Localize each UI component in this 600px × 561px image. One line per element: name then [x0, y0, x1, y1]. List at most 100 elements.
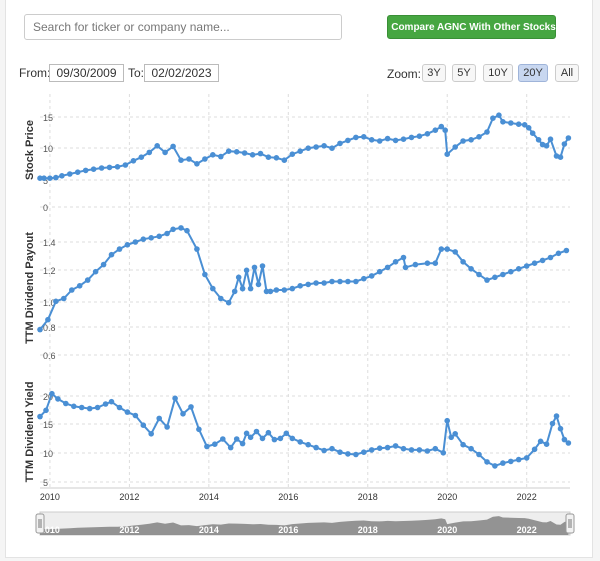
x-tick-label: 2020: [437, 492, 457, 502]
zoom-3y-button[interactable]: 3Y: [422, 64, 446, 82]
data-point: [281, 287, 288, 293]
data-point: [313, 280, 319, 286]
data-point: [537, 438, 544, 445]
data-point: [432, 445, 439, 452]
data-point: [508, 458, 514, 465]
data-point: [225, 148, 232, 154]
data-point: [523, 455, 530, 461]
navigator-left-handle[interactable]: [35, 513, 45, 534]
data-point: [37, 413, 43, 420]
data-point: [392, 137, 399, 144]
data-point: [561, 141, 568, 147]
data-point: [476, 271, 482, 278]
data-point: [82, 167, 89, 174]
data-point: [496, 112, 502, 118]
data-point: [408, 447, 415, 453]
data-point: [460, 138, 466, 144]
data-point: [500, 460, 506, 466]
data-point: [561, 436, 568, 443]
data-point: [47, 175, 53, 181]
data-point: [265, 429, 272, 436]
y-axis-label: Stock Price: [24, 120, 36, 180]
data-point: [243, 430, 250, 437]
to-date-input[interactable]: [144, 64, 219, 82]
data-point: [468, 266, 474, 272]
data-point: [184, 227, 190, 234]
data-point: [100, 261, 107, 268]
data-point: [114, 164, 121, 170]
data-point: [305, 281, 312, 288]
data-point: [444, 246, 451, 252]
data-point: [108, 251, 115, 258]
zoom-all-button[interactable]: All: [555, 64, 579, 82]
y-tick-label: 10: [43, 449, 53, 459]
data-point: [162, 149, 168, 156]
data-point: [84, 277, 91, 283]
data-point: [263, 288, 270, 295]
data-point: [521, 122, 528, 128]
navigator-right-handle[interactable]: [565, 513, 575, 534]
data-point: [515, 121, 522, 127]
data-point: [255, 281, 262, 288]
navigator-label: 2020: [437, 525, 457, 535]
navigator-label: 2016: [278, 525, 298, 535]
data-point: [257, 150, 264, 157]
data-point: [337, 140, 343, 147]
data-point: [220, 436, 226, 442]
data-point: [376, 268, 383, 275]
data-point: [188, 404, 194, 410]
y-axis-label: TTM Dividend Payout: [24, 232, 36, 344]
zoom-10y-button[interactable]: 10Y: [483, 64, 513, 82]
data-point: [460, 259, 466, 265]
data-point: [500, 119, 506, 125]
zoom-5y-button[interactable]: 5Y: [452, 64, 476, 82]
data-point: [555, 250, 562, 257]
zoom-20y-button[interactable]: 20Y: [518, 64, 548, 82]
data-point: [361, 449, 367, 456]
search-input[interactable]: [24, 14, 342, 40]
data-point: [106, 164, 113, 171]
x-tick-label: 2018: [358, 492, 378, 502]
data-point: [476, 451, 482, 458]
data-point: [337, 278, 343, 285]
data-point: [210, 152, 216, 158]
data-point: [424, 131, 431, 137]
data-point: [547, 136, 554, 142]
data-point: [239, 285, 246, 292]
data-point: [452, 144, 459, 150]
y-tick-label: 0: [43, 203, 48, 213]
from-label: From:: [19, 66, 51, 80]
data-point: [227, 444, 234, 451]
compare-stocks-button[interactable]: Compare AGNC With Other Stocks: [387, 15, 556, 39]
data-point: [140, 422, 147, 429]
data-point: [490, 115, 496, 121]
data-point: [531, 446, 538, 453]
navigator-label: 2014: [199, 525, 219, 535]
from-date-input[interactable]: [49, 64, 124, 82]
data-point: [86, 405, 93, 412]
data-point: [353, 278, 359, 285]
data-point: [368, 447, 375, 453]
y-tick-label: 10: [43, 144, 53, 154]
data-point: [424, 448, 431, 454]
data-point: [384, 444, 391, 451]
data-point: [523, 263, 530, 269]
data-point: [122, 162, 129, 168]
data-point: [289, 285, 296, 292]
data-point: [438, 246, 445, 252]
data-point: [154, 143, 160, 149]
navigator-label: 2012: [119, 525, 139, 535]
data-point: [289, 151, 296, 157]
data-point: [416, 133, 423, 139]
data-point: [247, 285, 254, 292]
data-point: [259, 435, 266, 442]
data-point: [402, 264, 409, 271]
data-point: [565, 440, 572, 446]
data-point: [432, 127, 439, 133]
data-point: [549, 420, 556, 427]
x-tick-label: 2016: [278, 492, 298, 502]
data-point: [345, 278, 351, 285]
data-point: [265, 154, 272, 160]
data-point: [468, 445, 474, 452]
